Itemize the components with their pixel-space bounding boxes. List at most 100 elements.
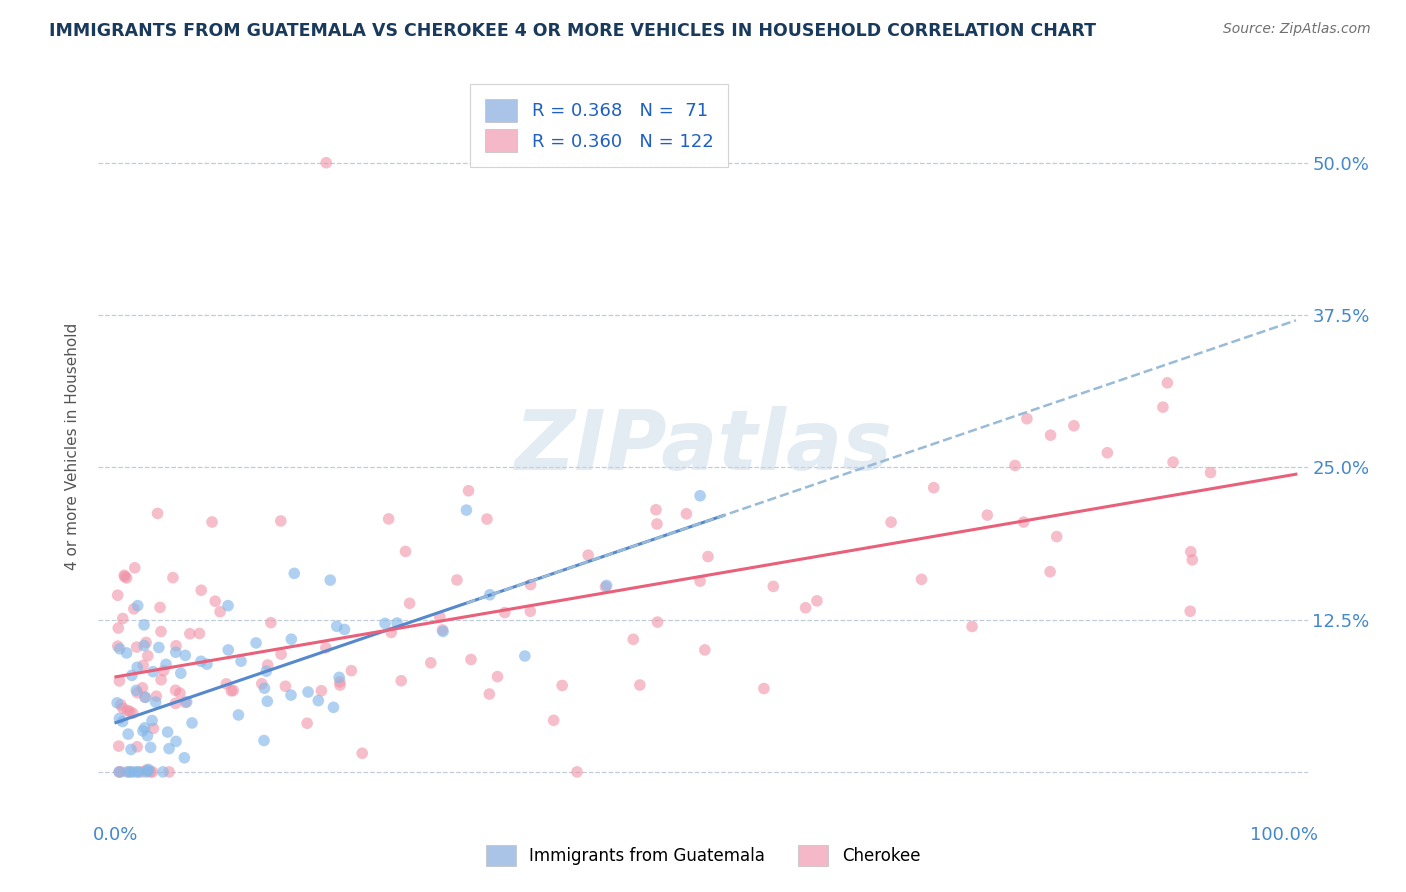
Point	[315, 155, 337, 169]
Point	[256, 694, 278, 708]
Point	[328, 670, 350, 684]
Point	[127, 660, 149, 674]
Point	[922, 481, 945, 495]
Point	[254, 664, 277, 678]
Point	[174, 695, 197, 709]
Point	[250, 676, 273, 690]
Point	[170, 666, 193, 681]
Point	[374, 616, 396, 631]
Point	[209, 605, 232, 619]
Point	[108, 673, 131, 688]
Point	[146, 507, 169, 521]
Point	[157, 741, 180, 756]
Point	[111, 701, 134, 715]
Point	[204, 594, 226, 608]
Point	[135, 763, 157, 777]
Point	[152, 764, 174, 779]
Point	[181, 715, 204, 730]
Point	[141, 764, 163, 779]
Point	[253, 681, 276, 696]
Point	[1199, 466, 1222, 480]
Point	[283, 566, 305, 581]
Point	[110, 764, 132, 779]
Text: Source: ZipAtlas.com: Source: ZipAtlas.com	[1223, 22, 1371, 37]
Point	[165, 683, 187, 698]
Point	[976, 508, 998, 522]
Point	[139, 740, 162, 755]
Point	[150, 624, 173, 639]
Point	[675, 507, 697, 521]
Point	[340, 664, 363, 678]
Point	[122, 764, 145, 779]
Point	[120, 764, 142, 779]
Point	[108, 641, 131, 656]
Point	[125, 640, 148, 654]
Point	[910, 573, 932, 587]
Point	[429, 610, 451, 624]
Point	[256, 658, 278, 673]
Point	[222, 683, 245, 698]
Point	[519, 604, 541, 618]
Point	[794, 600, 817, 615]
Point	[117, 727, 139, 741]
Point	[165, 639, 187, 653]
Point	[145, 690, 167, 704]
Point	[322, 700, 344, 714]
Point	[217, 643, 239, 657]
Point	[169, 686, 191, 700]
Point	[219, 683, 242, 698]
Point	[127, 764, 149, 779]
Point	[595, 580, 617, 594]
Point	[446, 573, 468, 587]
Point	[394, 544, 416, 558]
Point	[149, 600, 172, 615]
Point	[274, 679, 297, 693]
Point	[132, 618, 155, 632]
Point	[127, 739, 149, 754]
Point	[141, 714, 163, 728]
Point	[190, 583, 212, 598]
Point	[148, 640, 170, 655]
Point	[122, 602, 145, 616]
Point	[1181, 553, 1204, 567]
Point	[513, 648, 536, 663]
Point	[142, 722, 165, 736]
Point	[460, 652, 482, 666]
Point	[519, 577, 541, 591]
Point	[645, 516, 668, 531]
Point	[543, 714, 565, 728]
Point	[134, 721, 156, 735]
Point	[1152, 400, 1174, 414]
Point	[1097, 446, 1119, 460]
Point	[201, 515, 224, 529]
Point	[295, 716, 318, 731]
Point	[689, 574, 711, 588]
Point	[628, 678, 651, 692]
Point	[1039, 428, 1062, 442]
Point	[229, 654, 252, 668]
Point	[142, 665, 165, 679]
Point	[1046, 530, 1069, 544]
Point	[960, 619, 983, 633]
Point	[121, 668, 143, 682]
Point	[176, 695, 198, 709]
Point	[245, 636, 267, 650]
Point	[621, 632, 644, 647]
Point	[806, 594, 828, 608]
Point	[156, 725, 179, 739]
Point	[315, 640, 337, 655]
Point	[127, 764, 149, 779]
Point	[124, 561, 146, 575]
Point	[131, 681, 153, 695]
Point	[389, 673, 412, 688]
Point	[135, 635, 157, 649]
Legend: Immigrants from Guatemala, Cherokee: Immigrants from Guatemala, Cherokee	[479, 838, 927, 873]
Point	[118, 705, 141, 719]
Point	[307, 693, 329, 707]
Point	[127, 686, 149, 700]
Point	[190, 654, 212, 668]
Point	[125, 683, 148, 698]
Point	[134, 690, 156, 705]
Point	[329, 678, 352, 692]
Point	[145, 695, 167, 709]
